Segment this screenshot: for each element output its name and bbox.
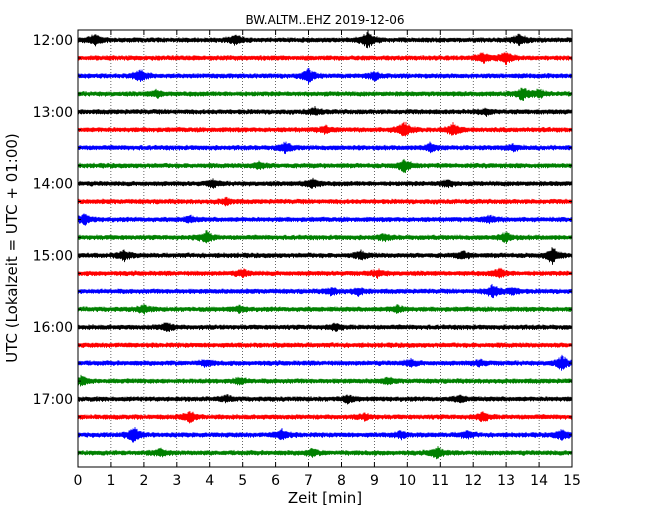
x-tick-label: 3	[172, 473, 181, 489]
x-tick-label: 0	[74, 473, 83, 489]
trace-1400	[77, 177, 573, 189]
x-tick-label: 10	[398, 473, 416, 489]
y-tick-label: 14:00	[33, 177, 73, 193]
y-tick-label: 12:00	[33, 33, 73, 49]
trace-1430	[77, 213, 573, 226]
plot-frame	[77, 29, 573, 468]
trace-1200	[77, 29, 573, 49]
x-tick-label: 14	[530, 473, 548, 489]
trace-1715	[77, 411, 573, 424]
y-tick-label: 17:00	[33, 392, 73, 408]
trace-1315	[77, 121, 573, 137]
x-axis-ticks: 0 1 2 3 4 5 6 7 8 9 10 11 12 13 14 15	[74, 30, 581, 489]
trace-1600	[77, 322, 573, 332]
trace-1545	[77, 303, 573, 315]
trace-1515	[77, 267, 573, 280]
trace-1730	[77, 426, 573, 443]
trace-1615	[77, 342, 573, 349]
x-tick-label: 2	[139, 473, 148, 489]
x-tick-label: 11	[431, 473, 449, 489]
trace-1215	[77, 52, 573, 66]
x-tick-label: 6	[271, 473, 280, 489]
chart-title: BW.ALTM..EHZ 2019-12-06	[245, 13, 404, 27]
y-tick-label: 15:00	[33, 248, 73, 264]
x-tick-label: 7	[304, 473, 313, 489]
trace-1245	[77, 87, 573, 102]
trace-1330	[77, 141, 573, 155]
x-axis-label: Zeit [min]	[288, 489, 362, 507]
trace-1415	[77, 196, 573, 207]
x-tick-label: 5	[238, 473, 247, 489]
x-tick-label: 8	[337, 473, 346, 489]
x-tick-label: 12	[464, 473, 482, 489]
trace-1445	[77, 230, 573, 244]
trace-1300	[77, 105, 573, 118]
y-tick-label: 16:00	[33, 320, 73, 336]
trace-1230	[77, 67, 573, 85]
trace-1745	[77, 445, 573, 460]
x-tick-label: 1	[106, 473, 115, 489]
trace-1500	[77, 247, 573, 265]
y-tick-label: 13:00	[33, 105, 73, 121]
y-axis-ticks: 12:00 13:00 14:00 15:00 16:00 17:00	[33, 33, 572, 454]
trace-1700	[77, 394, 573, 405]
x-tick-label: 15	[563, 473, 581, 489]
x-tick-label: 13	[497, 473, 515, 489]
trace-1530	[77, 283, 573, 299]
trace-layer	[77, 29, 573, 460]
x-tick-label: 4	[205, 473, 214, 489]
trace-1645	[77, 374, 573, 387]
trace-1345	[77, 158, 573, 174]
vertical-grid	[110, 30, 540, 467]
trace-1630	[77, 354, 573, 371]
x-tick-label: 9	[370, 473, 379, 489]
y-axis-label: UTC (Lokalzeit = UTC + 01:00)	[3, 133, 21, 363]
